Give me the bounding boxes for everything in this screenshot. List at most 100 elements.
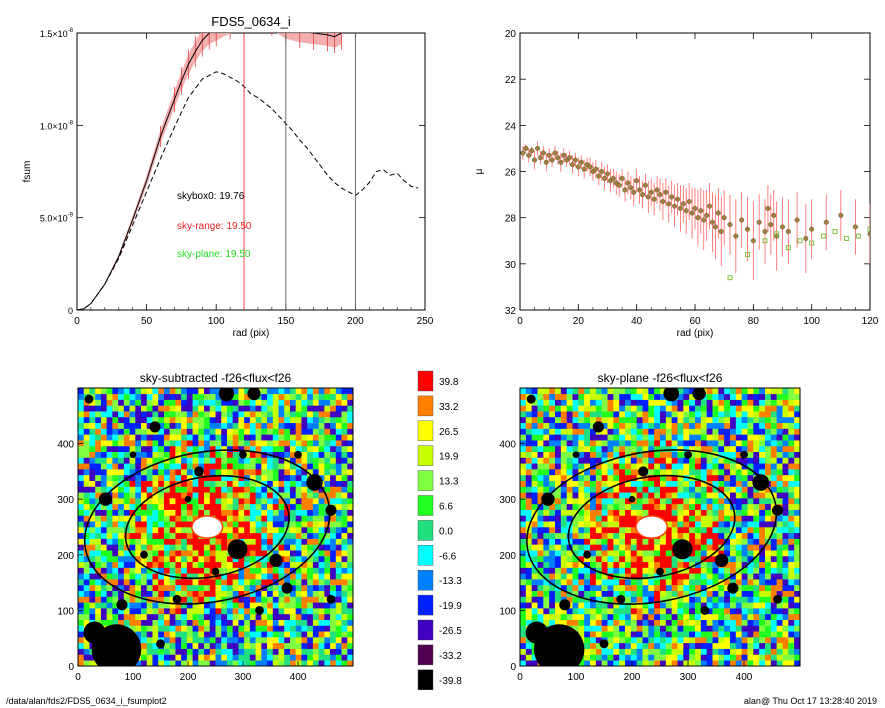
- map-cell: [660, 648, 667, 655]
- map-cell: [625, 480, 632, 487]
- map-cell: [100, 445, 107, 453]
- map-cell: [572, 538, 579, 545]
- map-cell: [683, 416, 690, 424]
- map-cell: [724, 422, 731, 429]
- map-cell: [607, 521, 614, 528]
- map-cell: [158, 555, 165, 563]
- map-cell: [782, 602, 789, 609]
- map-cell: [677, 463, 684, 470]
- map-cell: [782, 550, 789, 557]
- map-cell: [341, 532, 348, 539]
- map-cell: [198, 637, 205, 644]
- map-cell: [695, 422, 702, 429]
- map-cell: [572, 428, 579, 435]
- map-cell: [613, 393, 620, 400]
- map-cell: [163, 579, 170, 586]
- map-cell: [584, 654, 591, 661]
- map-cell: [671, 527, 678, 534]
- map-cell: [665, 631, 672, 638]
- map-cell: [520, 486, 527, 493]
- map-cell: [584, 474, 591, 481]
- map-cell: [543, 532, 550, 539]
- map-cell: [531, 492, 538, 499]
- map-cell: [181, 515, 188, 522]
- map-cell: [712, 480, 719, 487]
- map-cell: [770, 625, 777, 632]
- map-cell: [706, 434, 713, 441]
- map-cell: [301, 573, 308, 580]
- map-cell: [648, 498, 655, 505]
- map-cell: [295, 445, 302, 453]
- map-cell: [307, 567, 314, 574]
- map-cell: [660, 619, 667, 626]
- map-cell: [163, 590, 170, 597]
- map-cell: [543, 405, 550, 412]
- map-cell: [95, 509, 102, 516]
- map-cell: [221, 405, 228, 412]
- map-cell: [619, 579, 626, 586]
- map-cell: [520, 422, 527, 429]
- map-cell: [665, 608, 672, 615]
- map-cell: [555, 596, 562, 603]
- map-cell: [607, 613, 614, 620]
- map-cell: [642, 608, 649, 615]
- y-tick-label: 0: [68, 662, 74, 673]
- map-cell: [549, 388, 556, 395]
- map-cell: [683, 428, 690, 435]
- map-cell: [152, 532, 159, 539]
- map-cell: [330, 602, 337, 609]
- map-cell: [255, 544, 262, 551]
- data-point: [537, 155, 543, 161]
- map-cell: [198, 619, 205, 626]
- map-cell: [665, 445, 672, 453]
- map-cell: [175, 608, 182, 615]
- map-cell: [163, 584, 170, 592]
- y-tick-label: 28: [505, 214, 517, 225]
- map-cell: [272, 527, 279, 534]
- map-cell: [683, 573, 690, 580]
- map-cell: [770, 422, 777, 429]
- map-cell: [146, 613, 153, 620]
- map-cell: [578, 521, 585, 528]
- map-cell: [753, 631, 760, 638]
- data-point: [689, 210, 695, 216]
- map-cell: [232, 388, 239, 395]
- map-cell: [289, 422, 297, 429]
- map-cell: [335, 480, 342, 487]
- map-cell: [520, 573, 527, 580]
- map-cell: [158, 474, 165, 481]
- map-cell: [741, 469, 748, 476]
- map-cell: [347, 590, 353, 597]
- map-cell: [95, 440, 102, 447]
- map-cell: [566, 567, 573, 574]
- map-cell: [677, 521, 684, 528]
- map-cell: [654, 648, 661, 655]
- map-cell: [607, 602, 614, 609]
- map-cell: [100, 608, 107, 615]
- map-cell: [169, 654, 176, 661]
- map-cell: [560, 567, 567, 574]
- map-cell: [226, 440, 233, 447]
- map-cell: [192, 573, 199, 580]
- map-cell: [683, 434, 690, 441]
- map-cell: [572, 440, 579, 447]
- map-cell: [607, 469, 614, 476]
- map-cell: [683, 486, 690, 493]
- map-cell: [307, 613, 314, 620]
- map-cell: [759, 625, 766, 632]
- map-cell: [753, 515, 760, 522]
- map-cell: [724, 416, 731, 424]
- map-cell: [330, 428, 337, 435]
- map-cell: [249, 613, 256, 620]
- map-cell: [221, 590, 228, 597]
- map-cell: [192, 642, 199, 649]
- map-cell: [613, 538, 620, 545]
- map-cell: [601, 596, 608, 603]
- map-cell: [186, 637, 193, 644]
- map-cell: [238, 625, 245, 632]
- map-cell: [689, 567, 696, 574]
- map-cell: [232, 642, 239, 649]
- map-cell: [718, 503, 725, 510]
- map-cell: [186, 527, 193, 534]
- map-cell: [520, 555, 527, 563]
